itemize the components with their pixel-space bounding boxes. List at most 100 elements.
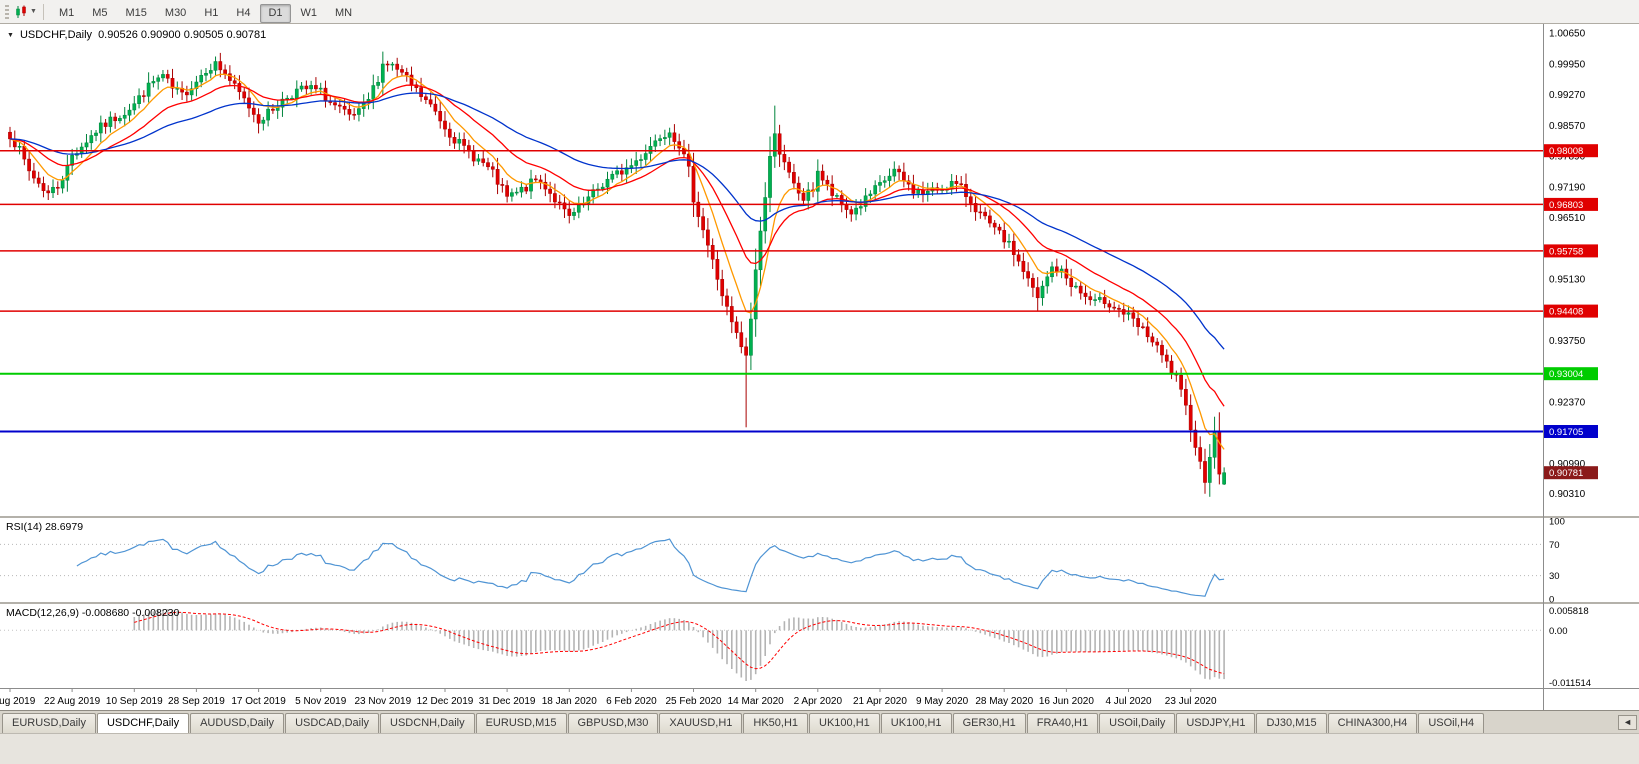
macd-scale-max: 0.005818	[1549, 606, 1589, 617]
hline-price-tag	[1544, 367, 1598, 381]
chart-tab-usdcnh-daily[interactable]: USDCNH,Daily	[380, 713, 475, 733]
chart-tab-eurusd-daily[interactable]: EURUSD,Daily	[2, 713, 96, 733]
rsi-scale-label: 0	[1549, 595, 1554, 606]
chart-tab-hk50-h1[interactable]: HK50,H1	[743, 713, 809, 733]
candle	[70, 148, 74, 175]
timeframe-button-h4[interactable]: H4	[236, 6, 251, 19]
candle-body	[892, 168, 897, 177]
chart-tab-usdjpy-h1[interactable]: USDJPY,H1	[1176, 713, 1256, 733]
candle-body	[404, 72, 409, 76]
candle	[815, 159, 820, 202]
candle	[667, 127, 672, 145]
candle	[208, 63, 213, 79]
candle	[1188, 394, 1193, 442]
candle	[729, 296, 734, 334]
candle	[471, 145, 476, 167]
timeframe-button-m30[interactable]: M30	[164, 6, 187, 19]
candle	[385, 60, 390, 72]
candle-body	[1102, 297, 1107, 304]
candle	[1203, 448, 1207, 494]
candle	[916, 186, 921, 198]
candle	[820, 164, 825, 186]
chart-tab-fra40-h1[interactable]: FRA40,H1	[1026, 713, 1099, 733]
candle-body	[988, 215, 992, 224]
macd-signal-line	[134, 611, 1225, 675]
chart-tab-xauusd-h1[interactable]: XAUUSD,H1	[659, 713, 743, 733]
candle-body	[1007, 240, 1011, 243]
candle-body	[658, 138, 662, 141]
candle	[557, 194, 562, 210]
candlestick-chart-icon[interactable]	[14, 5, 28, 19]
candle-body	[208, 70, 213, 74]
timeframe-button-w1[interactable]: W1	[300, 6, 318, 19]
timeframe-button-m1[interactable]: M1	[58, 6, 75, 19]
timeframe-button-m15[interactable]: M15	[125, 6, 147, 19]
candle-body	[271, 108, 275, 111]
candle	[218, 52, 223, 78]
macd-title: MACD(12,26,9) -0.008680 -0.008230	[6, 607, 180, 619]
candle-body	[103, 122, 108, 127]
candle-body	[586, 196, 591, 204]
candle-body	[471, 151, 476, 162]
chart-area[interactable]: 1.006500.999500.992700.985700.978900.971…	[0, 24, 1639, 710]
chart-tab-eurusd-m15[interactable]: EURUSD,M15	[475, 713, 567, 733]
chart-tab-usoil-h4[interactable]: USOil,H4	[1418, 713, 1485, 733]
chart-tab-gbpusd-m30[interactable]: GBPUSD,M30	[567, 713, 659, 733]
candle-body	[1011, 240, 1016, 255]
candle-body	[462, 139, 466, 146]
timeframe-button-d1[interactable]: D1	[260, 3, 291, 23]
chart-canvas[interactable]: 1.006500.999500.992700.985700.978900.971…	[0, 24, 1639, 710]
candle-body	[997, 226, 1002, 231]
candle	[27, 151, 31, 181]
candle-body	[777, 133, 782, 155]
candle	[658, 134, 662, 147]
chart-expander-icon[interactable]: ▼	[7, 31, 14, 39]
chart-tab-dj30-m15[interactable]: DJ30,M15	[1256, 713, 1327, 733]
timeframe-button-m5[interactable]: M5	[92, 6, 108, 19]
chart-tab-china300-h4[interactable]: CHINA300,H4	[1327, 713, 1418, 733]
tab-scroll-left-button[interactable]: ◄	[1618, 715, 1637, 730]
candle	[447, 122, 452, 146]
candle	[1097, 292, 1102, 303]
date-label: 2 Apr 2020	[794, 696, 843, 707]
candle	[677, 133, 682, 156]
chart-type-dropdown-icon[interactable]: ▼	[30, 8, 37, 15]
hline-price-tag	[1544, 144, 1598, 158]
candle-body	[113, 116, 118, 122]
candle-body	[371, 85, 376, 100]
rsi-line	[76, 538, 1225, 597]
chart-tab-usoil-daily[interactable]: USOil,Daily	[1099, 713, 1176, 733]
candle-body	[256, 114, 261, 124]
candle-body	[1078, 285, 1083, 294]
candle-body	[739, 332, 744, 348]
candle	[137, 88, 141, 109]
chart-tab-uk100-h1[interactable]: UK100,H1	[880, 713, 952, 733]
candle	[204, 68, 208, 82]
chart-tab-audusd-daily[interactable]: AUDUSD,Daily	[190, 713, 285, 733]
candle-body	[1198, 447, 1203, 462]
chart-tab-usdcad-daily[interactable]: USDCAD,Daily	[285, 713, 380, 733]
candle-body	[22, 146, 27, 160]
timeframe-button-mn[interactable]: MN	[335, 6, 353, 19]
candle-body	[175, 88, 180, 90]
candle	[438, 100, 443, 129]
candle	[1088, 291, 1093, 306]
chart-tab-uk100-h1[interactable]: UK100,H1	[809, 713, 880, 733]
candle-body	[801, 192, 806, 201]
candle-body	[132, 103, 137, 111]
candle-body	[696, 201, 701, 217]
candle-body	[17, 146, 22, 148]
candle-body	[553, 193, 557, 203]
toolbar-drag-handle[interactable]	[5, 4, 9, 19]
candle-body	[165, 74, 170, 79]
candle-body	[744, 346, 748, 356]
ma-line-slow	[9, 92, 1225, 350]
candle	[275, 99, 280, 119]
price-tick-label: 0.96510	[1549, 213, 1586, 224]
candle-body	[337, 104, 342, 107]
candle-body	[954, 181, 959, 184]
candle-body	[619, 170, 624, 175]
chart-tab-ger30-h1[interactable]: GER30,H1	[952, 713, 1026, 733]
timeframe-button-h1[interactable]: H1	[204, 6, 219, 19]
chart-tab-usdchf-daily[interactable]: USDCHF,Daily	[96, 713, 190, 733]
